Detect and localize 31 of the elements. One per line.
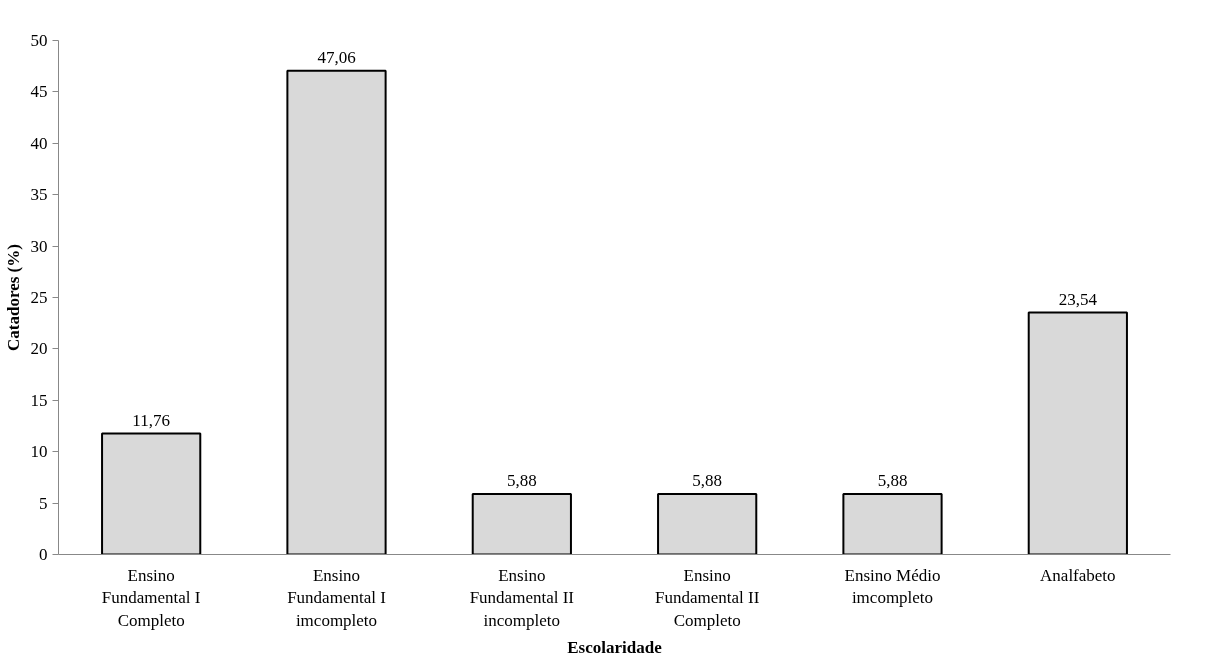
y-tick-label: 30: [30, 236, 48, 256]
x-tick-label: Analfabeto: [1040, 565, 1116, 585]
data-label: 5,88: [506, 471, 537, 491]
y-tick-label: 20: [30, 339, 48, 359]
x-tick-label: Ensino Fundamental I Completo: [101, 565, 201, 631]
bar: [471, 493, 572, 555]
y-tick-label: 5: [39, 493, 48, 513]
y-tick-label: 25: [30, 288, 48, 307]
y-tick-label: 50: [30, 31, 48, 50]
data-label: 11,76: [132, 410, 170, 430]
x-tick-label: Ensino Médio imcompleto: [844, 565, 941, 608]
data-label: 5,88: [692, 471, 723, 491]
data-label: 47,06: [317, 47, 356, 67]
x-tick-label: Ensino Fundamental II Completo: [655, 565, 760, 631]
bar: [101, 432, 202, 555]
x-axis-title: Escolaridade: [567, 638, 663, 658]
data-label: 23,54: [1058, 289, 1098, 309]
y-axis-title: Catadores (%): [3, 244, 23, 351]
x-tick-label: Ensino Fundamental I imcompleto: [287, 565, 387, 631]
bar: [657, 493, 758, 555]
y-tick-label: 40: [30, 133, 48, 153]
bar: [842, 493, 943, 555]
data-label: 5,88: [877, 471, 908, 491]
x-tick-label: Ensino Fundamental II incompleto: [469, 565, 575, 631]
bar: [286, 69, 387, 555]
y-tick-label: 45: [30, 82, 48, 102]
bar: [1027, 311, 1128, 555]
y-tick-label: 15: [30, 390, 48, 410]
y-tick-label: 35: [30, 185, 48, 205]
y-tick-label: 10: [30, 442, 48, 462]
y-tick-label: 0: [39, 545, 48, 564]
